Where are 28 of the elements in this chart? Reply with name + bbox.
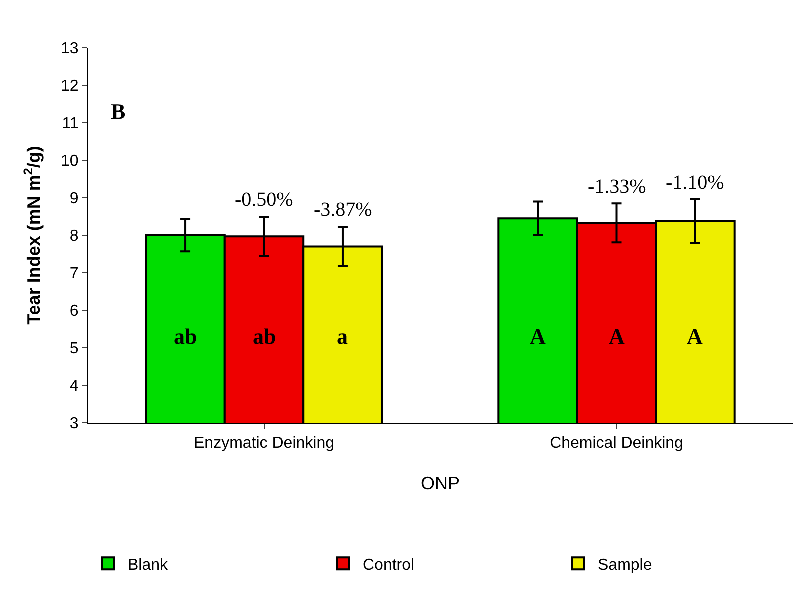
annotation: ab [174,324,198,349]
y-tick-label: 5 [70,340,79,358]
annotation: -1.33% [588,176,646,198]
y-tick-label: 4 [70,378,79,396]
annotation: A [530,324,546,349]
y-tick-label: 3 [70,416,79,433]
y-tick-label: 12 [61,78,79,96]
x-axis-title: ONP [420,473,460,494]
x-tick-label: Enzymatic Deinking [194,435,334,452]
annotation: A [609,324,625,349]
x-tick-label: Chemical Deinking [550,435,684,452]
annotation: -1.10% [666,172,724,194]
annotation: -0.50% [235,189,294,211]
y-tick-label: 7 [70,266,79,283]
y-tick-label: 10 [61,153,79,170]
annotation: B [111,99,126,124]
annotation: A [687,324,703,349]
annotation: ab [253,324,276,349]
legend-label: Control [363,556,415,574]
annotation: -3.87% [314,199,372,221]
y-tick-label: 13 [61,40,79,58]
y-tick-label: 8 [70,228,79,246]
y-tick-label: 9 [70,190,79,208]
legend-label: Sample [598,556,652,574]
annotation: a [337,324,348,349]
y-tick-label: 6 [70,303,79,320]
y-tick-label: 11 [62,116,79,133]
legend-label: Blank [128,556,170,574]
